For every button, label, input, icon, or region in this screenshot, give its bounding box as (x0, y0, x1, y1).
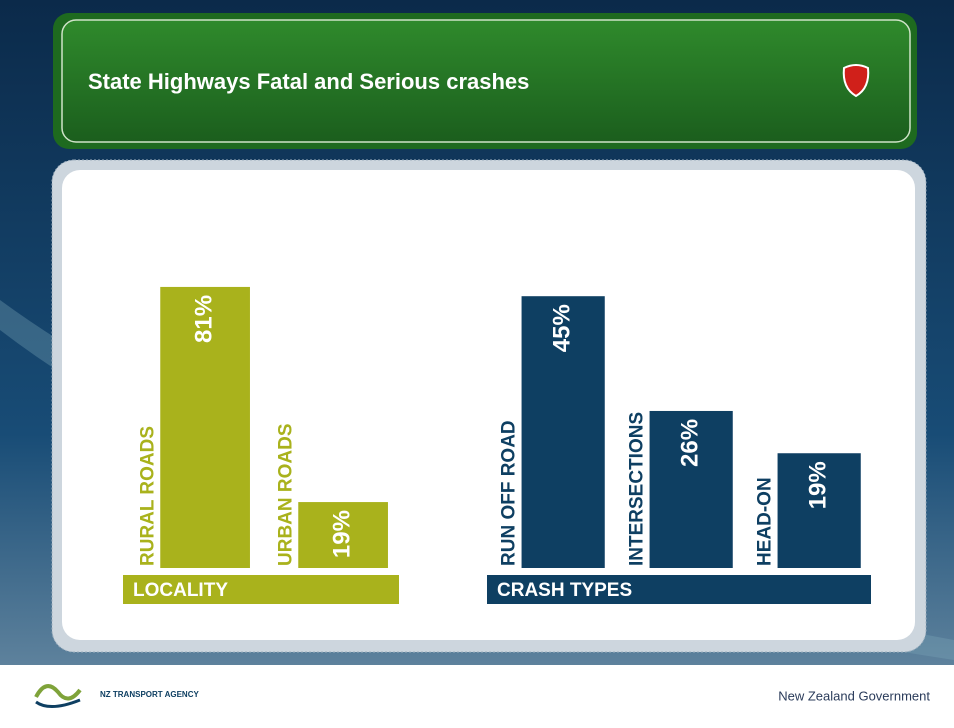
category-label: RURAL ROADS (137, 426, 158, 566)
agency-name: NZ TRANSPORT AGENCY (100, 690, 199, 699)
government-name: New Zealand Government (778, 688, 930, 703)
value-label: 19% (328, 510, 355, 558)
value-label: 81% (190, 295, 217, 343)
value-label: 19% (805, 461, 832, 509)
category-label: INTERSECTIONS (627, 412, 648, 566)
category-label: HEAD-ON (755, 477, 776, 566)
axis-label: LOCALITY (133, 580, 228, 601)
axis-label: CRASH TYPES (497, 580, 632, 601)
category-label: RUN OFF ROAD (499, 420, 520, 566)
category-label: URBAN ROADS (275, 424, 296, 567)
slide: State Highways Fatal and Serious crashes… (0, 0, 954, 723)
value-label: 45% (549, 304, 576, 352)
value-label: 26% (677, 419, 704, 467)
title: State Highways Fatal and Serious crashes (88, 69, 529, 94)
